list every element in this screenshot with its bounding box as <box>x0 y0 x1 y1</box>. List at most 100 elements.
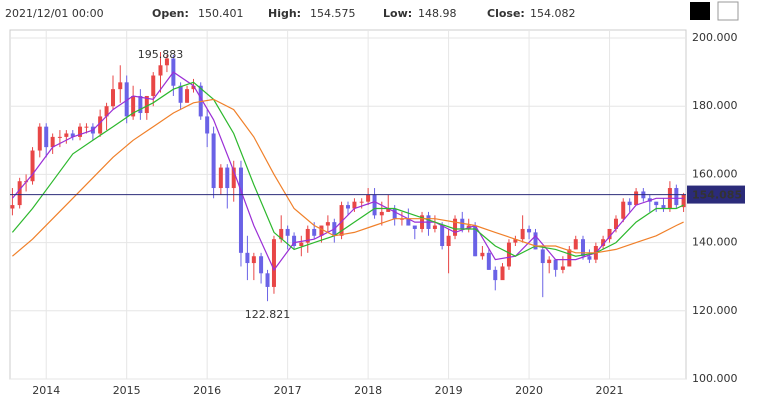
header-label: Close: <box>487 7 525 20</box>
candle-body <box>392 208 397 219</box>
candle-body <box>50 136 55 148</box>
candle-body <box>118 82 123 90</box>
candle-body <box>238 167 243 253</box>
candle-body <box>251 256 256 264</box>
candle-body <box>259 256 264 274</box>
candle-body <box>359 201 364 203</box>
x-tick-label: 2019 <box>435 384 463 397</box>
candle-body <box>587 256 592 260</box>
candle-body <box>30 150 35 182</box>
candle-body <box>299 242 304 247</box>
candle-body <box>533 232 538 250</box>
candle-body <box>560 266 565 270</box>
x-tick-label: 2018 <box>354 384 382 397</box>
candle-body <box>613 218 618 229</box>
candle-body <box>553 259 558 270</box>
y-tick-label: 200.000 <box>692 31 738 44</box>
candle-body <box>500 266 505 281</box>
candle-body <box>271 239 276 287</box>
candle-body <box>78 126 83 137</box>
candle-body <box>44 126 49 148</box>
candle-body <box>104 106 109 117</box>
header-label: High: <box>268 7 301 20</box>
candle-body <box>84 126 89 128</box>
moving-average-line <box>11 81 684 257</box>
candle-body <box>124 82 129 117</box>
candle-body <box>547 259 552 264</box>
candle-body <box>406 218 411 226</box>
candle-body <box>57 136 62 138</box>
candle-body <box>325 222 330 226</box>
candle-body <box>432 225 437 229</box>
last-price-box <box>687 185 745 204</box>
candle-body <box>674 188 679 206</box>
candle-body <box>621 201 626 219</box>
y-tick-label: 180.000 <box>692 99 738 112</box>
candle-body <box>372 194 377 216</box>
candle-body <box>185 89 190 103</box>
light-theme-button[interactable] <box>717 1 739 21</box>
moving-average-line <box>12 98 684 257</box>
candle-body <box>446 235 451 247</box>
candle-body <box>634 191 639 206</box>
candle-body <box>37 126 42 151</box>
candle-body <box>493 269 498 281</box>
candle-body <box>305 228 310 243</box>
x-tick-label: 2021 <box>596 384 624 397</box>
candle-body <box>386 208 391 212</box>
candle-body <box>412 225 417 229</box>
candle-body <box>158 65 163 76</box>
header-value: 150.401 <box>198 7 244 20</box>
x-tick-label: 2020 <box>515 384 543 397</box>
candle-body <box>245 252 250 264</box>
candle-body <box>379 211 384 216</box>
candle-body <box>138 95 143 114</box>
header-value: 148.98 <box>418 7 457 20</box>
x-tick-label: 2014 <box>32 384 60 397</box>
candle-body <box>319 225 324 236</box>
dark-theme-button[interactable] <box>690 2 710 20</box>
candle-body <box>607 228 612 240</box>
candle-body <box>265 273 270 287</box>
candle-body <box>520 228 525 240</box>
header-value: 154.082 <box>530 7 576 20</box>
candle-body <box>17 181 22 206</box>
candle-body <box>453 218 458 236</box>
candle-body <box>285 228 290 236</box>
last-price-label: 154.085 <box>692 189 742 202</box>
candle-body <box>64 133 69 137</box>
candle-body <box>473 225 478 257</box>
candle-body <box>527 228 532 233</box>
candle-body <box>98 116 103 134</box>
y-tick-label: 140.000 <box>692 236 738 249</box>
candle-body <box>144 95 149 114</box>
candle-body <box>486 252 491 270</box>
candle-body <box>346 205 350 209</box>
candle-body <box>231 167 236 189</box>
candle-body <box>681 194 686 208</box>
y-tick-label: 160.000 <box>692 167 738 180</box>
candle-body <box>10 205 15 209</box>
candle-body <box>540 249 545 264</box>
candle-body <box>279 228 284 240</box>
candle-body <box>480 252 485 257</box>
y-tick-label: 100.000 <box>692 372 738 385</box>
candle-body <box>366 194 371 202</box>
candle-body <box>352 201 357 209</box>
candle-body <box>191 85 196 90</box>
candle-body <box>573 239 578 250</box>
candle-body <box>312 228 317 236</box>
candle-body <box>164 58 169 66</box>
candle-body <box>151 75 156 96</box>
candle-body <box>513 239 518 243</box>
header-label: Low: <box>383 7 412 20</box>
x-tick-label: 2015 <box>113 384 141 397</box>
x-tick-label: 2017 <box>274 384 302 397</box>
candle-body <box>178 85 183 103</box>
y-tick-label: 120.000 <box>692 304 738 317</box>
candle-body <box>580 239 585 257</box>
candle-body <box>292 235 297 247</box>
moving-average-line <box>11 71 684 272</box>
candle-body <box>218 167 223 189</box>
